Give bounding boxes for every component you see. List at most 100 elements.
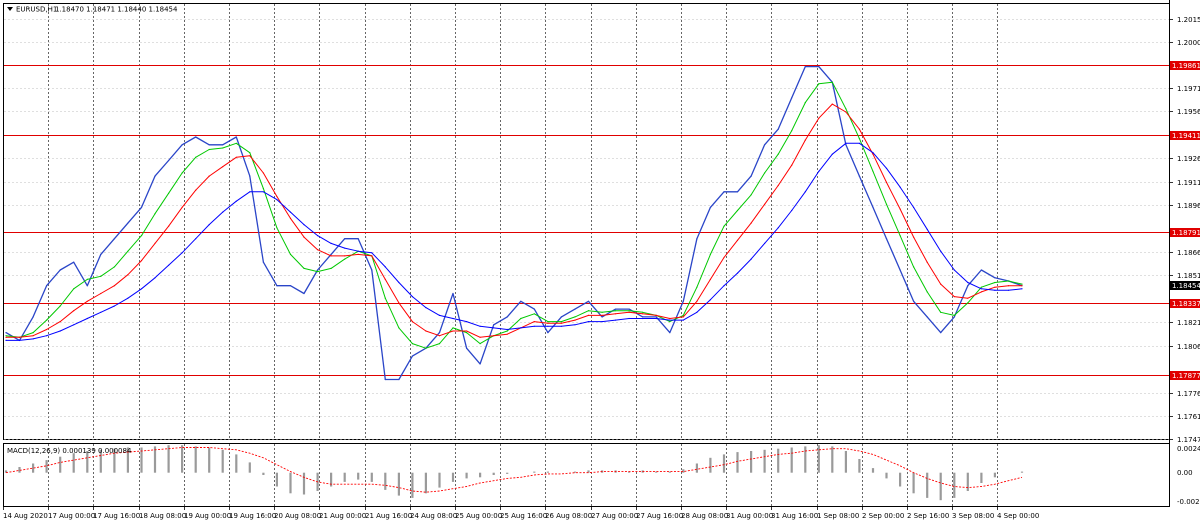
series-point — [46, 319, 48, 321]
time-label: 20 Aug 08:00 — [274, 512, 321, 520]
ohlc-label: 1.18470 1.18471 1.18440 1.18454 — [55, 6, 178, 14]
series-point — [466, 330, 468, 332]
series-point — [967, 285, 969, 287]
series-point — [574, 324, 576, 326]
series-point — [289, 217, 292, 219]
series-point — [46, 285, 48, 287]
series-point — [398, 302, 400, 304]
time-label: 21 Aug 00:00 — [319, 512, 366, 520]
series-point — [736, 209, 739, 212]
series-point — [913, 266, 915, 268]
series-point — [438, 332, 441, 334]
series-point — [994, 277, 996, 279]
series-point — [357, 238, 359, 240]
series-point — [560, 316, 563, 318]
series-point — [303, 236, 305, 238]
series-point — [642, 311, 644, 313]
series-point — [953, 269, 955, 271]
series-point — [86, 317, 88, 320]
series-point — [669, 317, 671, 320]
time-label: 3 Sep 08:00 — [952, 512, 994, 520]
series-point — [493, 324, 495, 326]
series-point — [669, 321, 671, 323]
series-point — [587, 321, 590, 323]
series-point — [466, 321, 468, 323]
series-point — [59, 321, 61, 323]
series-point — [791, 164, 793, 166]
ma-mid-line — [5, 103, 1023, 338]
series-point — [32, 332, 34, 334]
series-point — [723, 285, 725, 287]
time-label: 21 Aug 16:00 — [365, 512, 412, 520]
series-point — [506, 333, 508, 335]
series-point — [249, 152, 251, 154]
series-point — [601, 311, 603, 313]
series-point — [682, 316, 684, 318]
series-point — [425, 330, 427, 332]
series-point — [1007, 289, 1010, 291]
series-point — [276, 195, 278, 198]
series-point — [926, 228, 928, 230]
series-point — [926, 291, 928, 293]
series-point — [533, 325, 535, 327]
series-point — [777, 153, 779, 155]
series-point — [113, 238, 115, 240]
series-point — [5, 335, 7, 337]
price-chart[interactable]: 1.20155 1.20005 1.19715 1.19565 1.19265 1.191… — [0, 0, 1200, 443]
level-price-tag-label: 1.18337 — [1172, 300, 1200, 308]
series-point — [777, 128, 779, 130]
macd-panel[interactable]: 0.00242 0.00 -0.00282 MACD(12,26,9) 0.0001… — [0, 443, 1200, 525]
time-label: 14 Aug 2020 — [3, 512, 48, 520]
series-point — [222, 144, 224, 146]
series-point — [750, 194, 752, 196]
price-tick-label: 1.18665 — [1177, 249, 1200, 257]
series-point — [953, 316, 955, 318]
ma-mid-line-path — [6, 103, 1022, 338]
series-point — [168, 159, 170, 162]
series-point — [709, 253, 712, 255]
time-label: 27 Aug 00:00 — [591, 512, 638, 520]
series-point — [547, 325, 549, 327]
series-point — [764, 144, 766, 146]
series-point — [818, 117, 820, 119]
macd-histogram — [4, 445, 1024, 501]
series-point — [195, 136, 197, 138]
series-point — [235, 136, 237, 138]
series-point — [750, 175, 752, 177]
series-point — [140, 260, 143, 262]
series-point — [560, 322, 563, 324]
series-point — [73, 288, 75, 290]
series-point — [262, 172, 264, 174]
series-point — [682, 300, 684, 302]
macd-label: MACD(12,26,9) 0.000139 0.000084 — [7, 447, 132, 455]
price-tick-label: 1.19565 — [1177, 108, 1200, 116]
series-point — [628, 308, 630, 310]
horizontal-levels[interactable] — [4, 65, 1169, 376]
series-point — [980, 288, 983, 290]
series-point — [750, 222, 752, 224]
series-point — [574, 316, 576, 318]
series-point — [709, 278, 712, 280]
series-point — [154, 175, 156, 177]
series-point — [32, 316, 34, 318]
series-point — [777, 184, 779, 187]
series-point — [615, 313, 617, 315]
series-point — [777, 227, 779, 229]
series-point — [574, 319, 576, 321]
price-scale[interactable]: 1.20155 1.20005 1.19715 1.19565 1.19265 1.191… — [1169, 0, 1200, 443]
series-point — [181, 172, 183, 174]
series-point — [872, 153, 874, 155]
series-point — [127, 297, 129, 299]
series-point — [425, 347, 427, 349]
series-point — [73, 310, 75, 312]
time-label: 17 Aug 16:00 — [93, 512, 140, 520]
series-point — [764, 203, 766, 205]
series-point — [669, 319, 671, 321]
series-point — [872, 206, 874, 208]
level-price-tag-label: 1.19861 — [1172, 62, 1200, 70]
symbol-label: EURUSD,H1 — [16, 6, 57, 14]
level-price-tag-label: 1.17877 — [1172, 372, 1200, 380]
series-point — [818, 170, 820, 172]
triangle-down-icon[interactable] — [7, 7, 13, 11]
